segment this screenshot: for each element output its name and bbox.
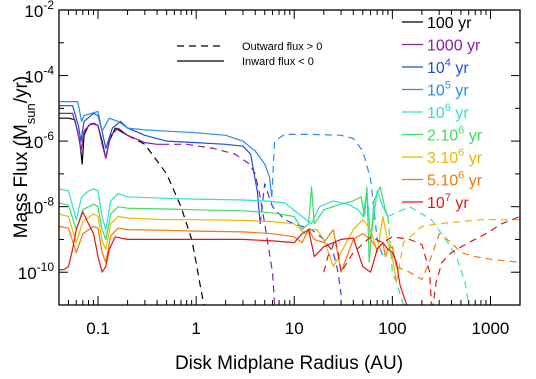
legend-entry-exponent: 7 bbox=[445, 192, 451, 204]
legend-entry-text: 10 bbox=[427, 195, 445, 212]
legend-entry-text: 5.10 bbox=[427, 173, 458, 190]
x-tick-label: 10 bbox=[285, 319, 304, 338]
legend-entry-text: 10 bbox=[427, 60, 445, 77]
y-axis-title-suffix: /yr) bbox=[11, 76, 32, 103]
series-3-10-6-yr-outward-line bbox=[395, 219, 520, 283]
axis-ticks bbox=[58, 9, 521, 306]
y-tick-exponent: -4 bbox=[43, 64, 54, 78]
legend-entry-unit: yr bbox=[451, 195, 469, 212]
legend-entry-exponent: 5 bbox=[445, 80, 451, 92]
y-tick-label: 10-6 bbox=[24, 129, 54, 152]
series-10-5-yr-outward-line bbox=[271, 133, 384, 257]
series-10-5-yr-inward-line bbox=[59, 101, 273, 197]
legend-entry: 1000 yr bbox=[427, 38, 481, 55]
legend-entry: 105 yr bbox=[427, 80, 469, 100]
legend-entry-unit: yr bbox=[464, 128, 482, 145]
y-tick-mantissa: 10 bbox=[24, 68, 43, 87]
style-legend-inward-label: Inward flux < 0 bbox=[242, 56, 314, 68]
legend-entry-text: 1000 yr bbox=[427, 38, 481, 55]
y-tick-label: 10-4 bbox=[24, 64, 54, 87]
y-axis-title-sub: sun bbox=[23, 103, 38, 124]
series-1000-yr-inward-line bbox=[59, 112, 163, 159]
y-tick-exponent: -2 bbox=[43, 0, 54, 12]
legend-entry: 100 yr bbox=[427, 15, 472, 32]
series-2-10-6-yr-inward-line bbox=[59, 186, 389, 263]
legend-entry-exponent: 4 bbox=[445, 57, 451, 69]
legend-entry-text: 10 bbox=[427, 83, 445, 100]
y-tick-mantissa: 10 bbox=[18, 264, 37, 283]
y-tick-mantissa: 10 bbox=[24, 199, 43, 218]
legend-entry-unit: yr bbox=[464, 173, 482, 190]
y-tick-label: 10-10 bbox=[18, 260, 55, 283]
x-tick-label: 1 bbox=[191, 319, 200, 338]
series-10-6-yr-inward-line bbox=[59, 188, 389, 240]
y-tick-exponent: -10 bbox=[37, 260, 55, 274]
y-tick-exponent: -6 bbox=[43, 129, 54, 143]
legend-entry-unit: yr bbox=[451, 60, 469, 77]
legend-entry: 2.106 yr bbox=[427, 125, 483, 145]
y-axis-title-prefix: Mass Flux (M bbox=[11, 124, 32, 238]
legend-entry-text: 100 yr bbox=[427, 15, 472, 32]
y-tick-mantissa: 10 bbox=[24, 2, 43, 21]
legend-entry-unit: yr bbox=[464, 150, 482, 167]
y-tick-mantissa: 10 bbox=[24, 133, 43, 152]
series-3-10-6-yr-inward-line bbox=[59, 213, 397, 283]
y-tick-label: 10-8 bbox=[24, 195, 54, 218]
series-5-10-6-yr-outward-line bbox=[396, 233, 520, 281]
series-100-yr-outward-line bbox=[127, 134, 205, 305]
legend-entry-exponent: 6 bbox=[445, 102, 451, 114]
x-tick-label: 1000 bbox=[472, 319, 510, 338]
x-axis-title: Disk Midplane Radius (AU) bbox=[175, 353, 403, 374]
series-1000-yr-outward-line bbox=[162, 143, 276, 305]
legend-entry-exponent: 6 bbox=[458, 125, 464, 137]
legend-entry-text: 10 bbox=[427, 105, 445, 122]
legend-entry-text: 3.10 bbox=[427, 150, 458, 167]
series-10-4-yr-outward-line bbox=[259, 183, 342, 296]
y-tick-exponent: -8 bbox=[43, 195, 54, 209]
line-style-legend: Outward flux > 0 Inward flux < 0 bbox=[177, 41, 322, 68]
legend-entry: 3.106 yr bbox=[427, 147, 483, 167]
legend-entry: 5.106 yr bbox=[427, 170, 483, 190]
series-10-7-yr-outward-line bbox=[323, 215, 520, 305]
series-10-7-yr-inward-line bbox=[59, 211, 408, 305]
legend-entry: 104 yr bbox=[427, 57, 469, 77]
legend-entry-unit: yr bbox=[451, 83, 469, 100]
legend-entry: 106 yr bbox=[427, 102, 469, 122]
legend-entry-text: 2.10 bbox=[427, 128, 458, 145]
style-legend-outward-label: Outward flux > 0 bbox=[242, 41, 322, 53]
y-axis-title: Mass Flux (Msun/yr) bbox=[11, 76, 38, 238]
legend-entry-exponent: 6 bbox=[458, 170, 464, 182]
series-10-6-yr-outward-line bbox=[387, 206, 470, 305]
x-tick-labels: 0.1 1 10 100 1000 bbox=[86, 319, 509, 338]
x-tick-label: 0.1 bbox=[86, 319, 110, 338]
series-10-4-yr-inward-line bbox=[59, 105, 261, 224]
x-tick-label: 100 bbox=[378, 319, 406, 338]
series-2-10-6-yr-outward-line bbox=[387, 216, 405, 305]
legend-entry-exponent: 6 bbox=[458, 147, 464, 159]
series-100-yr-inward-line bbox=[59, 117, 128, 165]
legend-entry: 107 yr bbox=[427, 192, 469, 212]
series-lines bbox=[59, 101, 520, 305]
legend-entry-unit: yr bbox=[451, 105, 469, 122]
y-tick-label: 10-2 bbox=[24, 0, 54, 21]
